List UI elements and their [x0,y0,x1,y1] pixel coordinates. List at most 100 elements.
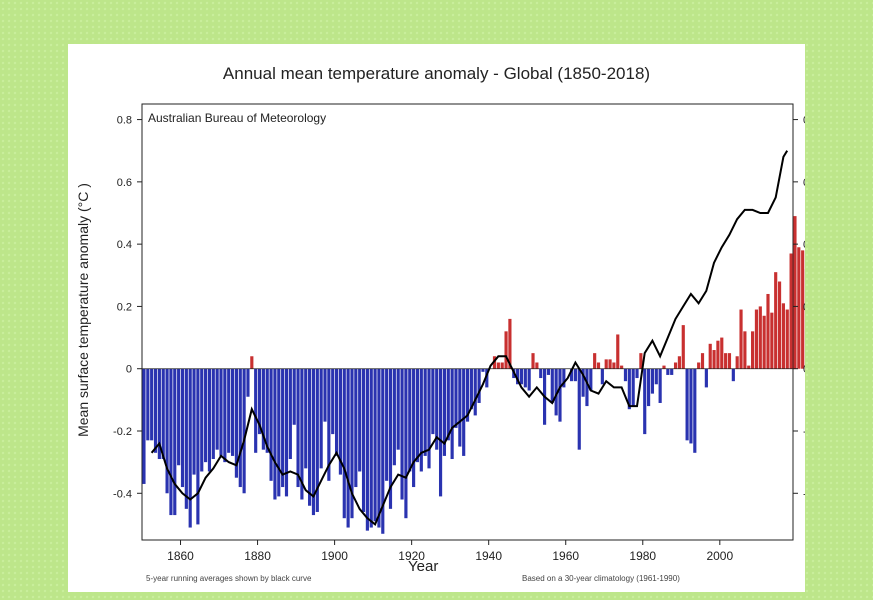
bar-1973 [616,334,620,369]
bar-2006 [743,331,747,369]
bar-1909 [369,368,373,528]
y-tick-label-left: 0.6 [117,177,132,189]
x-tick-label: 1920 [398,549,425,563]
bar-2005 [739,309,743,369]
bar-1963 [577,368,581,450]
bar-1981 [647,368,651,407]
bar-1950 [527,368,531,391]
bar-1862 [188,368,192,528]
bar-1859 [177,368,181,466]
bar-1855 [161,368,165,460]
bar-1937 [477,368,481,403]
bar-1920 [412,368,416,488]
bar-1883 [269,368,273,481]
x-axis: 1860 1880 1900 1920 1940 1960 1980 2000 [167,540,733,563]
bar-2003 [731,368,735,382]
bar-1890 [296,368,300,488]
bar-1908 [365,368,369,531]
bar-1876 [242,368,246,494]
bar-1936 [473,368,477,416]
bar-1957 [554,368,558,416]
y-tick-label-right: 0.8 [803,115,805,127]
bar-1901 [338,368,342,475]
bar-1852 [150,368,154,441]
bar-1986 [666,368,670,375]
bar-1857 [169,368,173,516]
y-tick-label-left: 0.2 [117,301,132,313]
x-tick-label: 1880 [244,549,271,563]
bar-1955 [546,368,551,375]
bar-1995 [700,353,705,369]
bar-1858 [173,368,177,516]
bar-1984 [658,368,662,403]
bar-1895 [315,368,319,512]
bar-1988 [673,362,678,369]
bar-1896 [319,368,323,469]
footnote-right: Based on a 30-year climatology (1961-199… [522,574,680,583]
bar-1992 [689,368,693,444]
bar-1925 [431,368,435,435]
bar-1924 [427,368,431,469]
bar-1947 [516,368,520,385]
bar-1913 [385,368,389,481]
bar-1922 [419,368,423,472]
bar-1931 [454,368,458,428]
bar-1932 [458,368,462,447]
bar-1856 [165,368,169,494]
y-tick-label-right: -0.4 [803,488,805,500]
bar-1889 [292,368,296,425]
bar-1886 [281,368,285,488]
bar-2013 [770,312,774,369]
bar-1939 [485,368,489,388]
bar-1999 [716,340,720,369]
bar-1914 [388,368,393,509]
bar-1915 [392,368,396,466]
bar-1923 [423,368,427,456]
bar-1962 [573,368,577,382]
bar-1887 [284,368,289,497]
bar-1993 [693,368,697,453]
bar-1888 [288,368,292,460]
bar-2011 [762,315,766,369]
bar-1989 [677,356,681,369]
x-tick-label: 1860 [167,549,194,563]
y-tick-label-left: 0.8 [117,115,132,127]
x-tick-label: 1960 [552,549,579,563]
y-tick-label-left: 0 [126,364,132,376]
chart-plot: 0.8 0.6 0.4 0.2 0 -0.2 -0.4 0.8 0.6 0.4 0.2 0 -0.2 -… [113,103,805,563]
bar-1891 [300,368,304,500]
bar-1906 [358,368,362,472]
bar-1945 [508,318,512,369]
bar-2015 [777,281,782,369]
bar-1969 [600,368,604,385]
bar-2002 [727,353,732,369]
y-tick-label-right: 0 [803,364,805,376]
bar-1907 [361,368,366,512]
bar-1953 [539,368,543,379]
bar-1968 [596,362,601,369]
bar-1879 [254,368,258,453]
bar-1853 [153,368,158,453]
bar-1898 [327,368,331,481]
bar-1994 [697,362,701,369]
bar-1930 [450,368,454,460]
bar-1966 [589,368,593,391]
bar-1975 [623,368,628,382]
bar-2016 [781,303,785,369]
y-tick-label-right: 0.2 [803,301,805,313]
bar-1880 [257,368,262,435]
x-axis-title: Year [408,558,439,575]
bar-1878 [250,356,254,369]
bar-1961 [569,368,574,382]
bar-1850 [142,368,146,484]
bars-group [142,216,805,534]
y-tick-label-right: 0.4 [803,239,805,251]
bar-1919 [408,368,412,472]
bar-1871 [223,368,227,463]
bar-1944 [504,331,508,369]
bar-1864 [196,368,200,525]
bar-1892 [304,368,308,469]
plot-frame [141,103,794,541]
bar-1881 [261,368,265,450]
bar-1897 [323,368,327,422]
